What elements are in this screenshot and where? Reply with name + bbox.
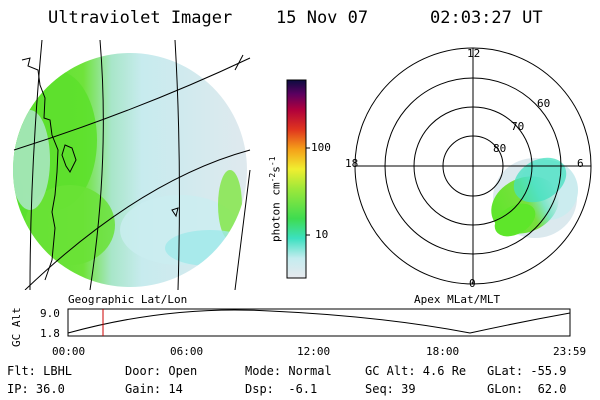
colorbar-unit-label: photon cm-2s-1	[268, 156, 283, 242]
timeline-ylabel: GC Alt	[10, 307, 23, 347]
polar-panel	[354, 47, 592, 285]
altitude-curve	[67, 309, 571, 334]
info-ip: IP: 36.0	[7, 382, 65, 396]
time-tick-1200: 12:00	[297, 345, 331, 358]
mlat-label-80: 80	[493, 142, 507, 155]
time-tick-1800: 18:00	[426, 345, 460, 358]
instrument-title: Ultraviolet Imager	[48, 8, 233, 28]
date-label: 15 Nov 07	[276, 8, 369, 28]
colorbar-tick-100: 100	[311, 141, 331, 154]
time-label: 02:03:27 UT	[430, 8, 543, 28]
mlt-label-18: 18	[345, 157, 359, 170]
mlat-label-60: 60	[537, 97, 551, 110]
time-tick-0600: 06:00	[170, 345, 204, 358]
info-door: Door: Open	[125, 364, 198, 378]
mlat-label-70: 70	[511, 120, 525, 133]
info-gain: Gain: 14	[125, 382, 183, 396]
info-mode: Mode: Normal	[245, 364, 332, 378]
geographic-panel	[13, 40, 251, 290]
timeline-frame	[67, 308, 571, 337]
mlt-label-12: 12	[467, 47, 481, 60]
time-tick-2359: 23:59	[553, 345, 587, 358]
colorbar	[286, 79, 307, 279]
altitude-timeline	[67, 308, 571, 337]
geographic-caption: Geographic Lat/Lon	[68, 293, 188, 306]
info-gc-alt: GC Alt: 4.6 Re	[365, 364, 467, 378]
info-glon: GLon: 62.0	[487, 382, 567, 396]
info-glat: GLat: -55.9	[487, 364, 567, 378]
info-flt: Flt: LBHL	[7, 364, 73, 378]
info-seq: Seq: 39	[365, 382, 416, 396]
time-tick-0000: 00:00	[52, 345, 86, 358]
timeline-ymax: 9.0	[40, 307, 60, 320]
info-dsp: Dsp: -6.1	[245, 382, 318, 396]
timeline-ymin: 1.8	[40, 327, 60, 340]
apex-caption: Apex MLat/MLT	[414, 293, 501, 306]
mlt-label-6: 6	[577, 157, 584, 170]
mlt-label-0: 0	[469, 277, 476, 290]
colorbar-tick-10: 10	[315, 228, 329, 241]
